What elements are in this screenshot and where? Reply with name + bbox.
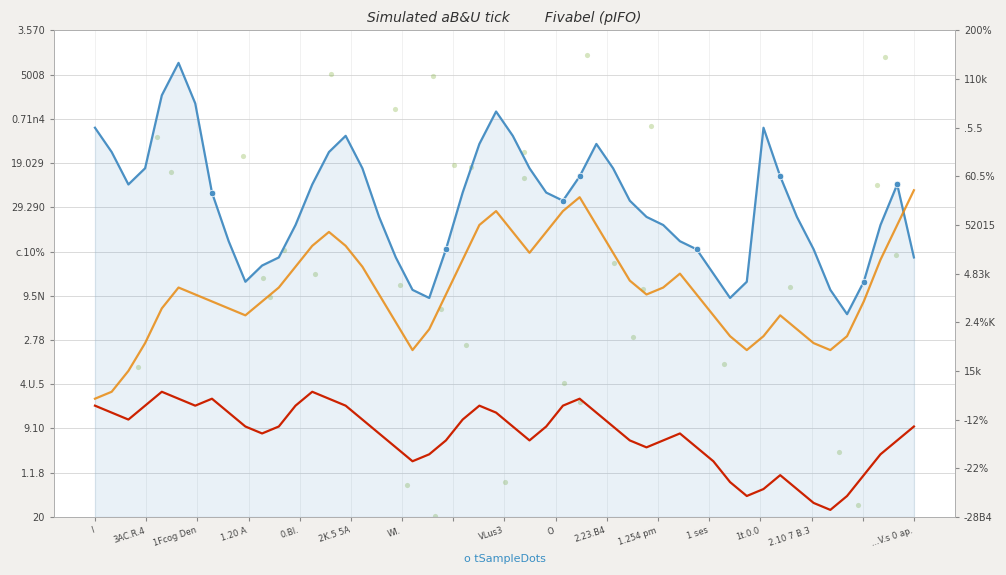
Point bbox=[438, 245, 454, 254]
Point bbox=[497, 477, 513, 486]
Point bbox=[688, 245, 704, 254]
Point bbox=[386, 105, 402, 114]
Point bbox=[889, 180, 905, 189]
Point bbox=[888, 250, 904, 259]
Point bbox=[307, 269, 323, 278]
Point bbox=[773, 172, 789, 181]
Point bbox=[643, 121, 659, 131]
Point bbox=[163, 167, 179, 177]
Point bbox=[426, 71, 442, 80]
Point bbox=[255, 274, 271, 283]
Point bbox=[716, 359, 732, 369]
Point bbox=[446, 160, 462, 170]
Point bbox=[578, 50, 595, 59]
X-axis label: o tSampleDots: o tSampleDots bbox=[464, 554, 545, 564]
Point bbox=[782, 282, 798, 292]
Point bbox=[433, 305, 449, 314]
Point bbox=[572, 398, 589, 407]
Point bbox=[234, 152, 250, 161]
Point bbox=[626, 332, 642, 342]
Point bbox=[635, 285, 651, 294]
Point bbox=[555, 196, 571, 205]
Point bbox=[607, 258, 623, 267]
Point bbox=[571, 172, 588, 181]
Point bbox=[556, 378, 572, 387]
Point bbox=[869, 180, 885, 189]
Title: Simulated aB&U tick        Fivabel (pIFO): Simulated aB&U tick Fivabel (pIFO) bbox=[367, 11, 642, 25]
Point bbox=[856, 277, 872, 286]
Point bbox=[877, 52, 893, 62]
Point bbox=[131, 362, 147, 371]
Point bbox=[399, 480, 415, 489]
Point bbox=[849, 500, 865, 509]
Point bbox=[392, 280, 408, 289]
Point bbox=[323, 70, 339, 79]
Point bbox=[458, 340, 474, 350]
Point bbox=[516, 174, 532, 183]
Point bbox=[150, 133, 166, 142]
Point bbox=[427, 512, 443, 521]
Point bbox=[276, 246, 292, 255]
Point bbox=[463, 162, 479, 171]
Point bbox=[831, 447, 847, 457]
Point bbox=[262, 292, 278, 301]
Point bbox=[204, 188, 220, 197]
Point bbox=[515, 147, 531, 156]
